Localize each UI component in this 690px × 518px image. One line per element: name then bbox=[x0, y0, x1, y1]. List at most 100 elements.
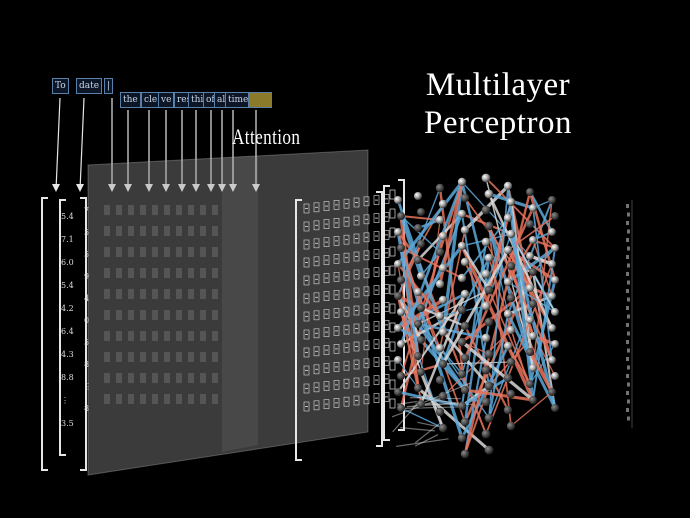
faint-matrix-cell bbox=[104, 331, 110, 341]
first-vector-value: 3.5 bbox=[61, 419, 74, 428]
output-vector-cell bbox=[626, 391, 629, 395]
mlp-edge bbox=[510, 391, 553, 427]
matrix-cell bbox=[363, 286, 370, 297]
matrix-cell bbox=[343, 270, 350, 281]
faint-matrix-cell bbox=[188, 373, 194, 383]
matrix-cell bbox=[333, 362, 340, 372]
neuron bbox=[526, 284, 534, 292]
neuron bbox=[457, 401, 467, 411]
mlp-edge bbox=[461, 217, 509, 279]
faint-matrix-cell bbox=[176, 373, 182, 383]
output-vector-cell bbox=[626, 255, 629, 259]
mlp-edge bbox=[396, 326, 423, 342]
mlp-edge-faint bbox=[403, 406, 459, 409]
matrix-cell bbox=[373, 285, 380, 295]
neuron bbox=[417, 336, 425, 344]
attention-plane-highlight bbox=[222, 156, 258, 452]
faint-matrix-cell bbox=[128, 247, 134, 257]
token: ve bbox=[158, 92, 175, 108]
matrix-cell bbox=[373, 393, 380, 403]
faint-matrix-cell bbox=[164, 268, 170, 278]
matrix-cell bbox=[389, 246, 396, 257]
matrix-cell bbox=[303, 347, 310, 358]
first-vector-value: 8.8 bbox=[61, 373, 74, 382]
mlp-edge bbox=[532, 239, 553, 297]
matrix-cell bbox=[353, 233, 360, 244]
faint-matrix-cell bbox=[212, 289, 218, 299]
output-vector-cell bbox=[627, 212, 630, 217]
neuron bbox=[529, 204, 537, 212]
second-vector-value: 5 bbox=[84, 250, 90, 259]
mlp-edge bbox=[488, 289, 531, 385]
matrix-cell bbox=[323, 201, 330, 211]
first-vector-value: 6.0 bbox=[61, 258, 74, 267]
neuron bbox=[417, 304, 425, 312]
matrix-cell bbox=[389, 265, 396, 276]
matrix-cell bbox=[343, 396, 350, 407]
matrix-cell bbox=[363, 394, 370, 405]
matrix-cell bbox=[313, 382, 320, 393]
faint-matrix-cell bbox=[128, 268, 134, 278]
neuron bbox=[397, 276, 405, 284]
faint-matrix-cell bbox=[140, 226, 146, 236]
mlp-edge bbox=[487, 312, 510, 420]
neuron bbox=[503, 213, 513, 223]
arrow-head bbox=[124, 184, 132, 192]
matrix-cell bbox=[343, 234, 350, 245]
faint-matrix-cell bbox=[164, 352, 170, 362]
faint-matrix-cell bbox=[152, 226, 158, 236]
matrix-cell bbox=[353, 251, 360, 262]
output-vector-cell bbox=[627, 263, 630, 268]
matrix-cell bbox=[333, 254, 340, 264]
neuron bbox=[551, 244, 559, 252]
neuron bbox=[548, 196, 556, 204]
matrix-cell bbox=[323, 381, 330, 391]
mlp-edge bbox=[441, 248, 510, 366]
mlp-neurons bbox=[394, 173, 559, 459]
token: cle bbox=[141, 92, 161, 108]
neuron bbox=[503, 373, 513, 383]
vector-bracket-left bbox=[59, 199, 66, 456]
token: time bbox=[225, 92, 252, 108]
neuron bbox=[397, 404, 405, 412]
faint-matrix-cell bbox=[200, 352, 206, 362]
neuron bbox=[417, 272, 425, 280]
neuron bbox=[438, 391, 448, 401]
mlp-edge bbox=[396, 230, 420, 358]
output-vector-cell bbox=[627, 246, 630, 251]
faint-matrix-cell bbox=[128, 289, 134, 299]
faint-matrix-cell bbox=[164, 394, 170, 404]
neuron bbox=[435, 343, 445, 353]
mlp-title-line2: Perceptron bbox=[424, 105, 572, 141]
output-vector-cell bbox=[627, 314, 630, 319]
faint-matrix-cell bbox=[128, 394, 134, 404]
neuron bbox=[484, 317, 494, 327]
faint-matrix-cell bbox=[116, 205, 122, 215]
faint-matrix-cell bbox=[152, 310, 158, 320]
matrix-cell bbox=[323, 237, 330, 247]
vector-bracket-right bbox=[376, 191, 383, 447]
neuron bbox=[506, 229, 516, 239]
faint-matrix-cell bbox=[164, 247, 170, 257]
neuron bbox=[438, 423, 448, 433]
matrix-cell bbox=[363, 304, 370, 315]
attention-output-matrix bbox=[295, 179, 405, 461]
matrix-cell bbox=[323, 219, 330, 229]
neuron bbox=[484, 413, 494, 423]
neuron bbox=[529, 332, 537, 340]
neuron bbox=[435, 375, 445, 385]
faint-matrix-cell bbox=[200, 289, 206, 299]
faint-matrix-cell bbox=[212, 352, 218, 362]
neuron bbox=[460, 385, 470, 395]
matrix-cell bbox=[343, 216, 350, 227]
neuron bbox=[503, 309, 513, 319]
matrix-cell bbox=[373, 213, 380, 223]
matrix-cell bbox=[389, 398, 396, 409]
faint-matrix-cell bbox=[188, 289, 194, 299]
mlp-edge-faint bbox=[417, 421, 439, 428]
neuron bbox=[551, 404, 559, 412]
faint-matrix-cell bbox=[212, 310, 218, 320]
faint-matrix-cell bbox=[152, 205, 158, 215]
matrix-cell bbox=[313, 292, 320, 303]
neuron bbox=[438, 263, 448, 273]
